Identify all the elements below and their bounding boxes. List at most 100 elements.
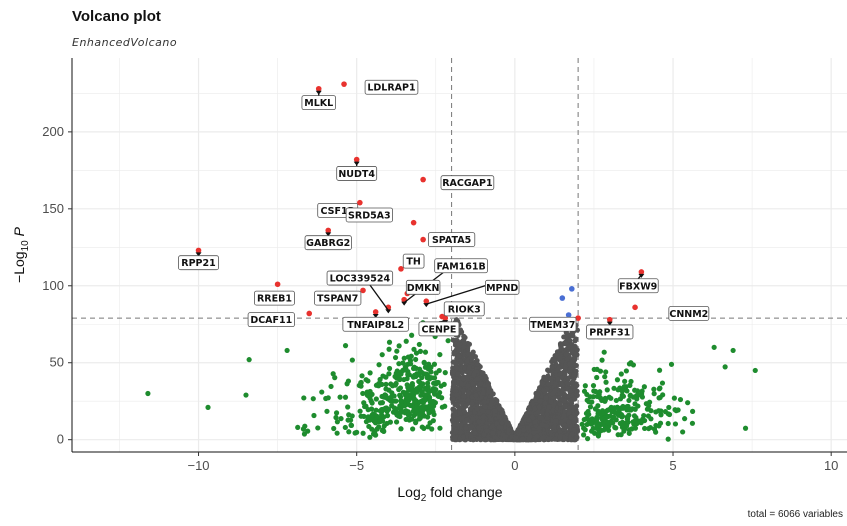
fc-point — [373, 407, 379, 413]
fc-point — [680, 429, 686, 435]
fc-point — [605, 420, 611, 426]
fc-point — [642, 425, 648, 432]
fc-point — [399, 403, 405, 409]
fc-point — [429, 426, 435, 432]
label-box — [418, 321, 460, 337]
y-tick-label: 100 — [42, 278, 64, 293]
ns-point — [574, 388, 580, 394]
fc-point — [324, 408, 330, 414]
fc-point — [437, 425, 443, 431]
fc-point — [364, 389, 370, 395]
ns-point — [457, 429, 463, 435]
fc-point — [416, 341, 422, 348]
fc-point — [621, 384, 627, 390]
gene-label: TH — [402, 253, 425, 269]
gene-label: SPATA5 — [427, 232, 476, 248]
fc-point — [386, 365, 393, 372]
fc-point — [345, 404, 351, 410]
significant-point — [306, 310, 313, 317]
fc-point — [425, 366, 431, 372]
fc-point — [616, 412, 622, 418]
ns-point — [461, 409, 467, 415]
fc-point — [602, 374, 608, 380]
ns-point — [480, 414, 487, 420]
label-text: FBXW9 — [619, 281, 657, 292]
y-axis-label: −Log10 P — [11, 226, 31, 283]
significant-point — [420, 176, 426, 183]
ns-point — [476, 436, 483, 442]
label-box — [247, 312, 295, 328]
fc-point — [377, 418, 383, 425]
ns-point — [564, 380, 571, 386]
ns-point — [519, 436, 525, 442]
fc-point — [311, 412, 317, 419]
label-text: TSPAN7 — [317, 294, 358, 305]
fc-point — [410, 426, 416, 432]
significant-point — [353, 156, 360, 163]
label-arrowhead — [372, 313, 379, 318]
ns-point — [496, 414, 502, 420]
fc-point — [358, 413, 364, 419]
ns-point — [471, 372, 477, 378]
fc-point — [403, 338, 409, 344]
gene-label: RPP21 — [178, 252, 219, 271]
fc-point — [381, 423, 387, 429]
fc-point — [396, 361, 402, 367]
ns-point — [463, 403, 469, 409]
ns-point — [519, 420, 525, 426]
fc-point — [310, 396, 316, 402]
ns-point — [456, 436, 463, 442]
significant-point — [360, 287, 366, 294]
fc-point — [369, 400, 375, 406]
fc-point — [611, 405, 617, 411]
ns-point — [469, 401, 475, 407]
x-tick-label: 0 — [511, 458, 518, 473]
fc-point — [414, 389, 420, 395]
ns-point — [566, 406, 572, 412]
ns-point — [460, 387, 466, 394]
fc-point — [581, 416, 587, 423]
fc-point — [690, 408, 696, 414]
fc-point — [742, 425, 749, 431]
fc-point — [646, 425, 652, 432]
ns-point — [454, 401, 460, 408]
ns-point — [451, 421, 457, 427]
chart-subtitle: EnhancedVolcano — [72, 36, 178, 49]
ns-point — [557, 342, 564, 348]
label-text: LDLRAP1 — [367, 83, 415, 94]
fc-point — [752, 367, 758, 374]
label-box — [443, 301, 485, 317]
fc-point — [430, 418, 436, 424]
fc-point — [611, 385, 617, 391]
fc-point — [589, 399, 595, 405]
ns-point — [572, 382, 578, 388]
fc-point — [602, 397, 608, 403]
fc-point — [337, 394, 343, 400]
ns-point — [557, 434, 563, 440]
fc-point — [601, 349, 607, 355]
fc-point — [408, 416, 415, 422]
fc-point — [630, 394, 636, 400]
fc-point — [413, 350, 420, 356]
fc-point — [386, 346, 392, 352]
fc-point — [382, 392, 388, 398]
fc-point — [624, 388, 630, 394]
fc-point — [243, 392, 249, 398]
ns-point — [468, 433, 474, 439]
label-box — [314, 290, 362, 306]
ns-point — [536, 425, 542, 431]
ns-point — [476, 425, 482, 431]
label-box — [485, 279, 520, 295]
fc-point — [662, 409, 669, 415]
ns-point — [536, 404, 542, 410]
gene-label: MPND — [423, 279, 520, 308]
fc-point — [445, 338, 451, 344]
ns-point — [562, 340, 568, 346]
fc-point — [376, 424, 382, 430]
ns-point — [552, 388, 558, 394]
ns-point — [462, 365, 468, 371]
fc-point — [630, 362, 637, 368]
ns-point — [470, 381, 476, 387]
ns-point — [494, 420, 500, 427]
fc-point — [409, 382, 415, 389]
